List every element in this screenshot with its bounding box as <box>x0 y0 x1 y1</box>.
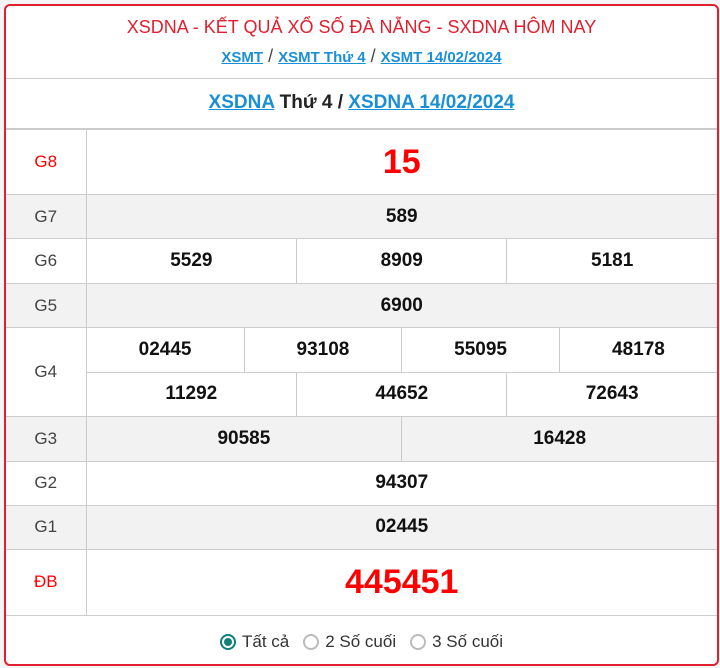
filter-label: Tất cả <box>241 631 290 651</box>
filter-all[interactable]: Tất cả <box>219 631 290 652</box>
filter-3-digits[interactable]: 3 Số cuối <box>410 632 503 652</box>
link-xsdna[interactable]: XSDNA <box>208 92 275 113</box>
prize-label: ĐB <box>6 548 87 616</box>
filter-2-digits[interactable]: 2 Số cuối <box>303 632 396 652</box>
sub-header: XSDNA Thứ 4 / XSDNA 14/02/2024 <box>6 79 717 129</box>
prize-label: G2 <box>6 460 87 506</box>
prize-value: 48178 <box>558 328 717 372</box>
row-g5: G5 6900 <box>6 283 717 328</box>
prize-label: G8 <box>6 129 87 195</box>
link-xsmt-date[interactable]: XSMT 14/02/2024 <box>380 49 502 66</box>
radio-icon[interactable] <box>303 633 320 650</box>
row-g3: G3 90585 16428 <box>6 415 717 462</box>
row-g1: G1 02445 <box>6 504 717 550</box>
prize-value: 589 <box>85 194 717 239</box>
link-xsdna-date[interactable]: XSDNA 14/02/2024 <box>348 92 515 113</box>
prize-value: 6900 <box>85 283 717 328</box>
radio-selected-icon[interactable] <box>219 633 236 650</box>
breadcrumb: XSMT / XSMT Thứ 4/XSMT 14/02/2024 <box>6 46 717 67</box>
prize-label: G6 <box>6 238 87 284</box>
prize-label: G4 <box>6 327 87 417</box>
row-g2: G2 94307 <box>6 460 717 506</box>
prize-value: 44652 <box>296 372 508 416</box>
digit-filter: Tất cả 2 Số cuối 3 Số cuối <box>6 616 717 665</box>
prize-value: 72643 <box>506 372 717 416</box>
prize-value: 02445 <box>85 504 717 550</box>
prize-label: G1 <box>6 504 87 550</box>
row-db: ĐB 445451 <box>6 548 717 616</box>
link-xsmt-thu4[interactable]: XSMT Thứ 4 <box>278 49 366 66</box>
page-title: XSDNA - KẾT QUẢ XỔ SỐ ĐÀ NẴNG - SXDNA HÔ… <box>126 17 597 37</box>
filter-label: 3 Số cuối <box>432 631 504 651</box>
prize-value: 02445 <box>86 328 245 372</box>
prize-label: G3 <box>6 415 87 462</box>
prize-value: 8909 <box>296 239 508 283</box>
prize-value: 94307 <box>85 460 717 506</box>
row-g7: G7 589 <box>6 194 717 239</box>
results-table: G8 15 G7 589 G6 5529 8909 5181 G5 6900 G4 0244… <box>6 129 717 616</box>
card-header: XSDNA - KẾT QUẢ XỔ SỐ ĐÀ NẴNG - SXDNA HÔ… <box>6 6 717 79</box>
prize-value: 11292 <box>86 372 298 416</box>
radio-icon[interactable] <box>410 633 427 650</box>
separator: / <box>370 46 376 66</box>
prize-value: 93108 <box>243 328 403 372</box>
prize-value: 55095 <box>401 328 560 372</box>
link-xsmt[interactable]: XSMT <box>221 49 264 66</box>
prize-value: 90585 <box>86 416 403 461</box>
prize-value: 15 <box>85 129 717 195</box>
prize-value: 5181 <box>506 239 717 283</box>
separator: / <box>268 46 274 66</box>
weekday-text: Thứ 4 / <box>279 92 343 113</box>
results-card: XSDNA - KẾT QUẢ XỔ SỐ ĐÀ NẴNG - SXDNA HÔ… <box>4 4 719 666</box>
prize-value: 16428 <box>401 416 717 461</box>
filter-label: 2 Số cuối <box>325 631 397 651</box>
prize-value: 5529 <box>86 239 298 283</box>
row-g6: G6 5529 8909 5181 <box>6 238 717 284</box>
prize-label: G7 <box>6 194 87 239</box>
row-g8: G8 15 <box>6 129 717 195</box>
special-prize-value: 445451 <box>85 548 717 616</box>
prize-label: G5 <box>6 283 87 328</box>
row-g4: G4 02445 93108 55095 48178 11292 44652 72643 <box>6 327 717 417</box>
